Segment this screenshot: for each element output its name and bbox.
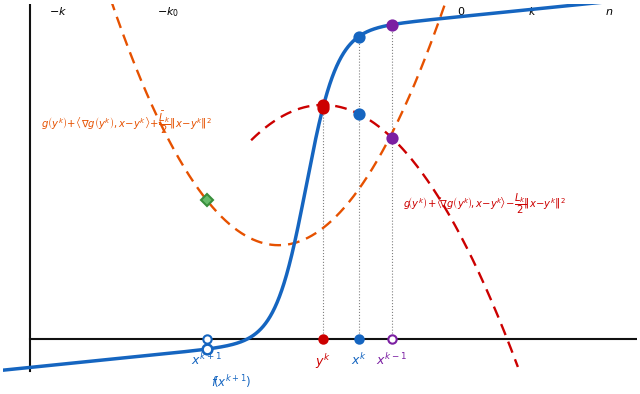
Text: $x^{k+1}$: $x^{k+1}$ bbox=[191, 352, 222, 368]
Text: $k$: $k$ bbox=[528, 5, 537, 17]
Text: $x^{k-1}$: $x^{k-1}$ bbox=[376, 352, 407, 368]
Text: $g\!\left(y^k\right)\!+\!\left\langle\!\nabla g\left(y^k\right)\!,x\!-\!y^k\!\ri: $g\!\left(y^k\right)\!+\!\left\langle\!\… bbox=[403, 191, 566, 216]
Text: $-k_0$: $-k_0$ bbox=[157, 5, 179, 19]
Text: $-k$: $-k$ bbox=[49, 5, 67, 17]
Text: $f\!\left(x^{k+1}\right)$: $f\!\left(x^{k+1}\right)$ bbox=[211, 374, 252, 390]
Text: $x^k$: $x^k$ bbox=[351, 352, 367, 368]
Text: $y^k$: $y^k$ bbox=[315, 352, 331, 371]
Text: $n$: $n$ bbox=[605, 7, 614, 17]
Text: $g\left(y^k\right)\!+\!\left\langle\nabla g\left(y^k\right),x\!-\!y^k\right\rang: $g\left(y^k\right)\!+\!\left\langle\nabl… bbox=[42, 110, 212, 136]
Text: $0$: $0$ bbox=[456, 5, 465, 17]
